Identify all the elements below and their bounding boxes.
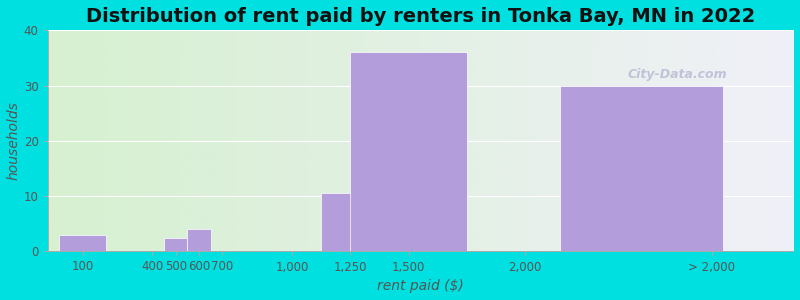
Text: City-Data.com: City-Data.com bbox=[628, 68, 727, 81]
Bar bbox=[560, 85, 723, 251]
Bar bbox=[322, 194, 379, 251]
Bar bbox=[59, 235, 106, 251]
Bar bbox=[187, 230, 210, 251]
Bar bbox=[164, 238, 187, 251]
Y-axis label: households: households bbox=[7, 101, 21, 180]
Title: Distribution of rent paid by renters in Tonka Bay, MN in 2022: Distribution of rent paid by renters in … bbox=[86, 7, 755, 26]
X-axis label: rent paid ($): rent paid ($) bbox=[377, 279, 464, 293]
Bar bbox=[350, 52, 467, 251]
